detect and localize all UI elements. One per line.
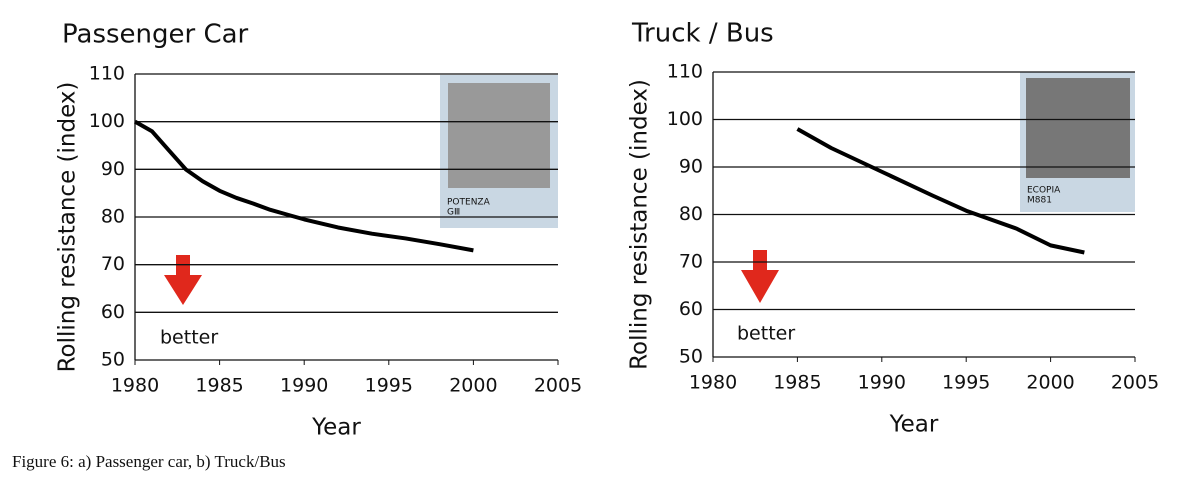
x-tick-label: 2000 xyxy=(449,375,497,397)
x-tick-label: 1995 xyxy=(365,375,413,397)
y-tick-label: 100 xyxy=(89,110,125,132)
y-tick-label: 100 xyxy=(667,108,703,130)
better-arrow xyxy=(164,255,202,305)
x-tick-label: 1990 xyxy=(280,375,328,397)
y-axis-label: Rolling resistance (index) xyxy=(55,82,81,373)
figure-caption: Figure 6: a) Passenger car, b) Truck/Bus xyxy=(12,452,286,471)
image-caption: ECOPIA xyxy=(1027,186,1061,196)
x-tick-label: 1980 xyxy=(111,375,159,397)
y-tick-label: 110 xyxy=(89,63,125,85)
better-arrow xyxy=(741,250,779,303)
data-line xyxy=(134,119,474,253)
annotation: better xyxy=(160,327,218,349)
y-tick-label: 110 xyxy=(667,61,703,83)
y-tick-label: 90 xyxy=(679,156,703,178)
image-caption: M881 xyxy=(1027,196,1052,206)
y-tick-label: 60 xyxy=(679,298,703,320)
chart-title: Passenger Car xyxy=(62,20,249,50)
y-tick-label: 70 xyxy=(101,253,125,275)
x-axis-label: Year xyxy=(889,412,939,438)
x-tick-label: 2000 xyxy=(1026,372,1074,394)
y-tick-label: 50 xyxy=(101,349,125,371)
x-tick-label: 1995 xyxy=(942,372,990,394)
tire-photo xyxy=(448,83,550,188)
x-tick-label: 1985 xyxy=(773,372,821,394)
y-tick-label: 50 xyxy=(679,346,703,368)
x-tick-label: 1985 xyxy=(195,375,243,397)
x-tick-label: 1990 xyxy=(858,372,906,394)
y-axis-label: Rolling resistance (index) xyxy=(627,79,653,370)
x-tick-label: 1980 xyxy=(689,372,737,394)
tire-photo xyxy=(1026,78,1130,178)
chart-title: Truck / Bus xyxy=(631,19,774,49)
x-tick-label: 2005 xyxy=(1111,372,1159,394)
y-tick-label: 90 xyxy=(101,158,125,180)
y-tick-label: 80 xyxy=(101,206,125,228)
image-caption: POTENZA xyxy=(447,198,491,208)
data-line xyxy=(796,127,1085,255)
annotation: better xyxy=(737,323,795,345)
x-axis-label: Year xyxy=(311,415,361,441)
x-tick-label: 2005 xyxy=(534,375,582,397)
y-tick-label: 80 xyxy=(679,203,703,225)
image-caption: GⅢ xyxy=(447,208,460,218)
y-tick-label: 60 xyxy=(101,301,125,323)
y-tick-label: 70 xyxy=(679,251,703,273)
